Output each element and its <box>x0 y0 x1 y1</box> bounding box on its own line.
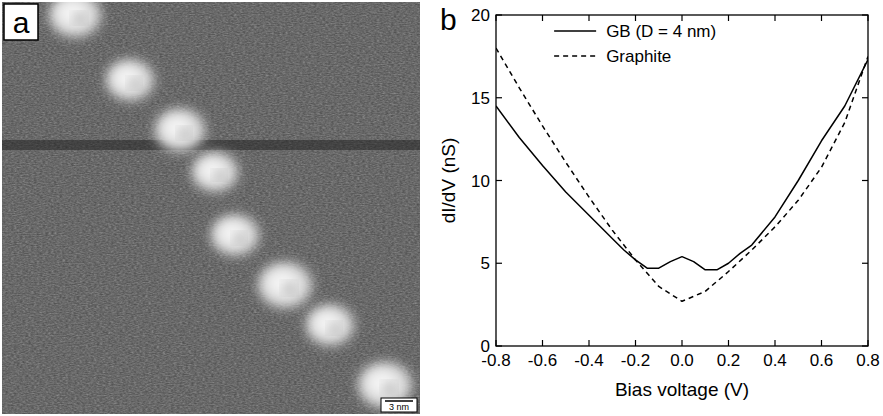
legend: GB (D = 4 nm) Graphite <box>554 22 716 66</box>
x-axis-title: Bias voltage (V) <box>615 379 749 400</box>
x-tick-label: 0.0 <box>670 351 694 370</box>
stm-image <box>2 2 420 414</box>
x-tick <box>821 15 822 21</box>
x-tick-label: -0.8 <box>481 351 510 370</box>
y-tick-label: 5 <box>481 254 490 273</box>
x-tick-label: -0.4 <box>574 351 603 370</box>
y-tick <box>496 97 502 98</box>
scale-bar-label: 3 nm <box>389 402 409 412</box>
y-tick <box>862 97 868 98</box>
plot-lines <box>496 48 868 301</box>
protrusion-core <box>367 371 397 395</box>
x-tick <box>774 340 775 346</box>
protrusion-dip <box>215 172 223 179</box>
protrusion-core <box>163 117 191 140</box>
x-tick-label: 0.8 <box>856 351 880 370</box>
protrusion <box>49 2 101 37</box>
series-line <box>496 60 868 270</box>
x-tick-label: 0.4 <box>763 351 787 370</box>
figure: a3 nmb05101520-0.8-0.6-0.4-0.20.00.20.40… <box>0 0 883 416</box>
legend-swatch <box>554 55 596 57</box>
x-tick <box>728 15 729 21</box>
protrusion-dip <box>130 79 139 86</box>
protrusion-core <box>219 222 245 244</box>
y-tick <box>862 180 868 181</box>
image-ground <box>2 2 420 414</box>
axes: 05101520-0.8-0.6-0.4-0.20.00.20.40.60.8B… <box>438 6 880 400</box>
x-tick <box>635 15 636 21</box>
protrusion-core <box>267 271 297 295</box>
y-tick <box>496 180 502 181</box>
x-tick <box>681 340 682 346</box>
protrusion-core <box>58 2 87 25</box>
x-tick-label: 0.6 <box>810 351 834 370</box>
protrusion-dip <box>235 234 244 241</box>
x-tick-label: 0.2 <box>717 351 741 370</box>
x-tick-label: -0.6 <box>528 351 557 370</box>
protrusion <box>155 109 205 152</box>
protrusion <box>306 305 354 346</box>
y-tick <box>496 263 502 264</box>
protrusion-dip <box>384 384 394 392</box>
y-tick-label: 20 <box>471 6 490 25</box>
protrusion-core <box>314 312 340 334</box>
protrusion-dip <box>74 14 83 22</box>
x-tick <box>635 340 636 346</box>
protrusion <box>258 262 312 308</box>
y-tick-label: 10 <box>471 172 490 191</box>
protrusion-dip <box>284 284 294 292</box>
x-tick-label: -0.2 <box>621 351 650 370</box>
x-tick <box>542 15 543 21</box>
x-tick <box>588 340 589 346</box>
legend-label: Graphite <box>606 47 671 66</box>
y-tick <box>862 263 868 264</box>
series-line <box>496 48 868 301</box>
image-texture <box>2 2 420 414</box>
protrusion <box>211 215 259 256</box>
protrusion-core <box>199 160 224 181</box>
protrusion-core <box>114 67 140 89</box>
panel-label-box <box>4 4 38 40</box>
protrusion-dip <box>330 324 339 331</box>
x-tick <box>542 340 543 346</box>
x-tick <box>821 340 822 346</box>
x-tick <box>728 340 729 346</box>
legend-swatch <box>554 30 596 32</box>
scan-streak <box>2 140 420 150</box>
protrusion <box>106 60 154 101</box>
plot-frame <box>496 15 868 346</box>
x-tick <box>681 15 682 21</box>
protrusion <box>192 152 238 191</box>
x-tick <box>774 15 775 21</box>
legend-label: GB (D = 4 nm) <box>606 22 716 41</box>
panel-label: a <box>13 6 30 39</box>
y-tick-label: 15 <box>471 89 490 108</box>
panel-label: b <box>440 3 457 36</box>
x-tick <box>588 15 589 21</box>
protrusion-dip <box>180 129 189 137</box>
scale-bar-box <box>381 398 417 412</box>
y-axis-title: dI/dV (nS) <box>438 138 459 224</box>
